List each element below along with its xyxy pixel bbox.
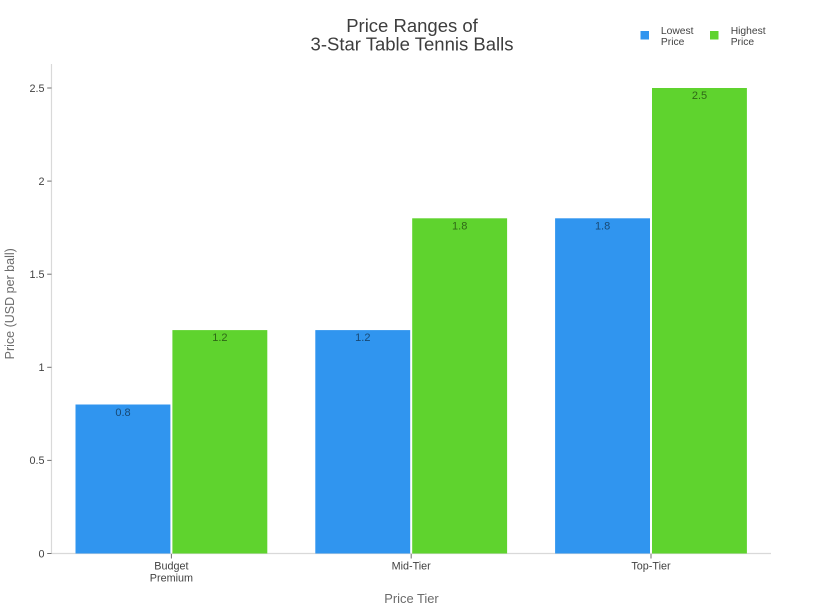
svg-text:1.5: 1.5 — [29, 269, 44, 281]
svg-text:Highest: Highest — [731, 26, 766, 37]
svg-text:Price Tier: Price Tier — [384, 591, 439, 606]
svg-text:Budget: Budget — [154, 560, 188, 572]
svg-text:1.8: 1.8 — [452, 220, 467, 232]
svg-text:3-Star Table Tennis Balls: 3-Star Table Tennis Balls — [311, 34, 514, 55]
svg-text:1: 1 — [38, 362, 44, 374]
svg-text:1.2: 1.2 — [355, 332, 370, 344]
svg-text:0.8: 0.8 — [115, 407, 130, 419]
svg-text:Top-Tier: Top-Tier — [631, 560, 671, 572]
svg-text:1.8: 1.8 — [595, 220, 610, 232]
svg-text:2.5: 2.5 — [29, 83, 44, 95]
svg-text:Price: Price — [661, 37, 685, 48]
svg-text:Price: Price — [731, 37, 755, 48]
svg-text:Lowest: Lowest — [661, 26, 694, 37]
svg-text:2: 2 — [38, 176, 44, 188]
svg-text:Premium: Premium — [150, 573, 193, 585]
svg-text:Mid-Tier: Mid-Tier — [392, 560, 432, 572]
svg-text:1.2: 1.2 — [212, 332, 227, 344]
svg-text:0.5: 0.5 — [29, 455, 44, 467]
svg-text:0: 0 — [38, 548, 44, 560]
svg-text:2.5: 2.5 — [692, 90, 707, 102]
svg-text:Price Ranges of: Price Ranges of — [346, 15, 478, 36]
svg-text:Price (USD per ball): Price (USD per ball) — [3, 248, 17, 359]
